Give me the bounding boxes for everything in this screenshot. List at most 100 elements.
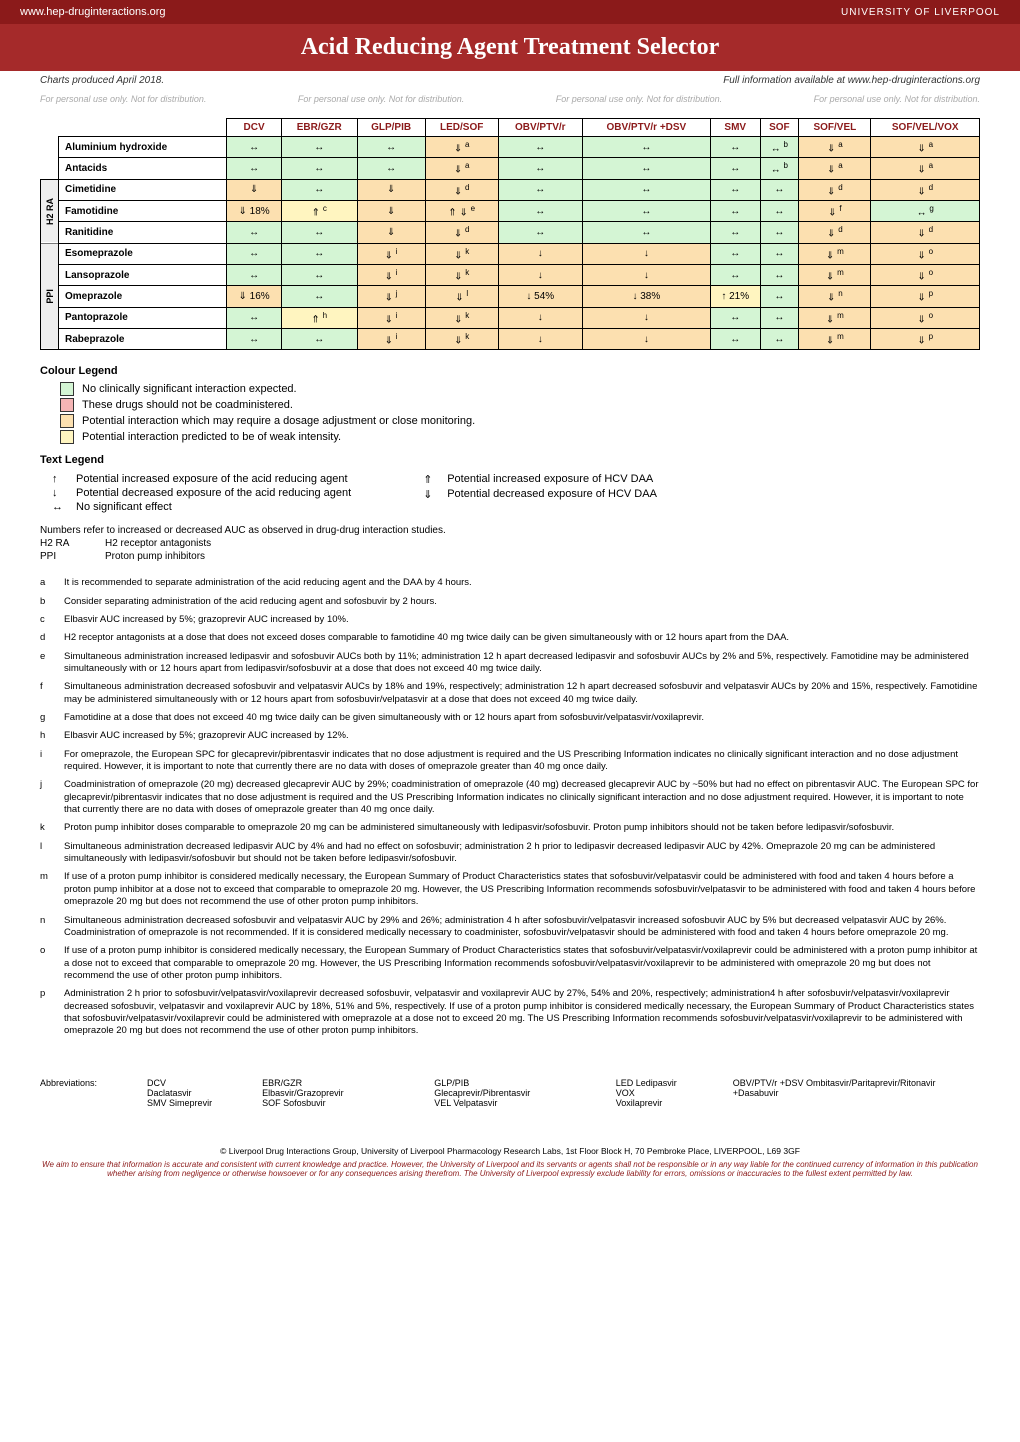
- col-header: OBV/PTV/r: [498, 119, 582, 137]
- col-header: GLP/PIB: [357, 119, 425, 137]
- interaction-cell: ↔: [760, 264, 799, 285]
- interaction-cell: ⇓ d: [425, 222, 498, 243]
- footnotes: aIt is recommended to separate administr…: [40, 577, 980, 1037]
- footnote-key: e: [40, 651, 54, 676]
- header-logo: UNIVERSITY OF LIVERPOOL: [841, 7, 1000, 18]
- interaction-cell: ↔: [582, 158, 710, 179]
- footnote-text: For omeprazole, the European SPC for gle…: [64, 749, 980, 774]
- legend-symbol: ↔: [52, 501, 68, 513]
- drug-name: Rabeprazole: [59, 328, 227, 349]
- interaction-cell: ↔: [281, 158, 357, 179]
- watermark: For personal use only. Not for distribut…: [814, 94, 980, 104]
- legend-symbol: ⇑: [423, 473, 439, 486]
- interaction-cell: ↔: [227, 328, 282, 349]
- interaction-cell: ↓: [582, 243, 710, 264]
- footnote-text: Elbasvir AUC increased by 5%; grazoprevi…: [64, 614, 349, 626]
- footnote-key: k: [40, 822, 54, 834]
- abbrev-item: LED Ledipasvir: [616, 1078, 683, 1088]
- abbrev-item: VOX Voxilaprevir: [616, 1088, 683, 1108]
- watermark: For personal use only. Not for distribut…: [298, 94, 464, 104]
- abbrev-item: GLP/PIB Glecaprevir/Pibrentasvir: [434, 1078, 566, 1098]
- interaction-cell: ↔: [227, 158, 282, 179]
- col-header: SOF: [760, 119, 799, 137]
- interaction-cell: ↔: [227, 243, 282, 264]
- interaction-cell: ↔: [227, 264, 282, 285]
- footnote-key: i: [40, 749, 54, 774]
- interaction-cell: ↔: [281, 137, 357, 158]
- interaction-cell: ⇓ m: [799, 243, 871, 264]
- col-header: EBR/GZR: [281, 119, 357, 137]
- interaction-cell: ↔: [281, 179, 357, 200]
- drug-name: Ranitidine: [59, 222, 227, 243]
- footnote-text: It is recommended to separate administra…: [64, 577, 472, 589]
- group-header: H2 RA: [41, 179, 59, 243]
- interaction-cell: ⇓ n: [799, 286, 871, 307]
- footnote-text: Simultaneous administration decreased le…: [64, 841, 980, 866]
- legend-text: Potential decreased exposure of HCV DAA: [447, 488, 657, 501]
- abbrev-label: Abbreviations:: [40, 1078, 97, 1108]
- abbreviations-row: Abbreviations: DCV DaclatasvirSMV Simepre…: [40, 1078, 980, 1108]
- interaction-cell: ↓ 54%: [498, 286, 582, 307]
- watermark: For personal use only. Not for distribut…: [556, 94, 722, 104]
- interaction-cell: ↔: [281, 286, 357, 307]
- abbrev-item: SOF Sofosbuvir: [262, 1098, 384, 1108]
- interaction-cell: ⇓ i: [357, 328, 425, 349]
- interaction-cell: ↔: [498, 222, 582, 243]
- footnote-key: j: [40, 779, 54, 816]
- legend-text: Potential increased exposure of the acid…: [76, 473, 348, 485]
- page-title: Acid Reducing Agent Treatment Selector: [0, 24, 1020, 71]
- disclaimer: We aim to ensure that information is acc…: [40, 1160, 980, 1179]
- interaction-cell: ⇓ 16%: [227, 286, 282, 307]
- watermark: For personal use only. Not for distribut…: [40, 94, 206, 104]
- interaction-table: DCVEBR/GZRGLP/PIBLED/SOFOBV/PTV/rOBV/PTV…: [40, 118, 980, 350]
- footnote-key: f: [40, 681, 54, 706]
- group-header: [41, 137, 59, 180]
- interaction-cell: ⇓ m: [799, 328, 871, 349]
- col-header: DCV: [227, 119, 282, 137]
- interaction-cell: ↔: [760, 328, 799, 349]
- interaction-cell: ⇓ a: [871, 158, 980, 179]
- interaction-cell: ⇓ o: [871, 264, 980, 285]
- interaction-cell: ⇓ 18%: [227, 200, 282, 221]
- interaction-cell: ↔: [710, 222, 760, 243]
- interaction-cell: ⇑ c: [281, 200, 357, 221]
- info-link: Full information available at www.hep-dr…: [723, 75, 980, 86]
- interaction-cell: ↔: [498, 158, 582, 179]
- interaction-cell: ↔: [710, 328, 760, 349]
- footnote-key: n: [40, 915, 54, 940]
- abbr-key: PPI: [40, 551, 85, 562]
- interaction-cell: ⇓ m: [799, 307, 871, 328]
- interaction-cell: ⇓ o: [871, 243, 980, 264]
- interaction-cell: ↔ b: [760, 158, 799, 179]
- abbr-val: Proton pump inhibitors: [105, 551, 205, 562]
- interaction-cell: ⇓ i: [357, 264, 425, 285]
- interaction-cell: ⇓ a: [871, 137, 980, 158]
- colour-legend: No clinically significant interaction ex…: [40, 382, 980, 444]
- legend-symbol: ↓: [52, 487, 68, 499]
- interaction-cell: ⇓ d: [799, 222, 871, 243]
- interaction-cell: ⇓: [357, 200, 425, 221]
- interaction-cell: ⇓ d: [425, 179, 498, 200]
- interaction-cell: ↔: [760, 222, 799, 243]
- footnote-key: p: [40, 988, 54, 1037]
- interaction-cell: ↑ 21%: [710, 286, 760, 307]
- interaction-cell: ↔: [498, 137, 582, 158]
- footnote-text: H2 receptor antagonists at a dose that d…: [64, 632, 789, 644]
- footnote-text: Simultaneous administration decreased so…: [64, 915, 980, 940]
- interaction-cell: ⇓ j: [357, 286, 425, 307]
- interaction-cell: ⇓ p: [871, 286, 980, 307]
- interaction-cell: ↓: [498, 243, 582, 264]
- legend-text: These drugs should not be coadministered…: [82, 399, 293, 411]
- interaction-cell: ⇓ d: [871, 222, 980, 243]
- colour-legend-title: Colour Legend: [40, 365, 980, 377]
- interaction-cell: ⇓ p: [871, 328, 980, 349]
- interaction-cell: ↔: [710, 243, 760, 264]
- interaction-cell: ↔: [710, 158, 760, 179]
- interaction-cell: ↔: [582, 179, 710, 200]
- numbers-note: Numbers refer to increased or decreased …: [40, 525, 980, 536]
- interaction-cell: ↔: [582, 222, 710, 243]
- abbrev-item: SMV Simeprevir: [147, 1098, 212, 1108]
- colour-swatch: [60, 382, 74, 396]
- abbrev-item: DCV Daclatasvir: [147, 1078, 212, 1098]
- drug-name: Antacids: [59, 158, 227, 179]
